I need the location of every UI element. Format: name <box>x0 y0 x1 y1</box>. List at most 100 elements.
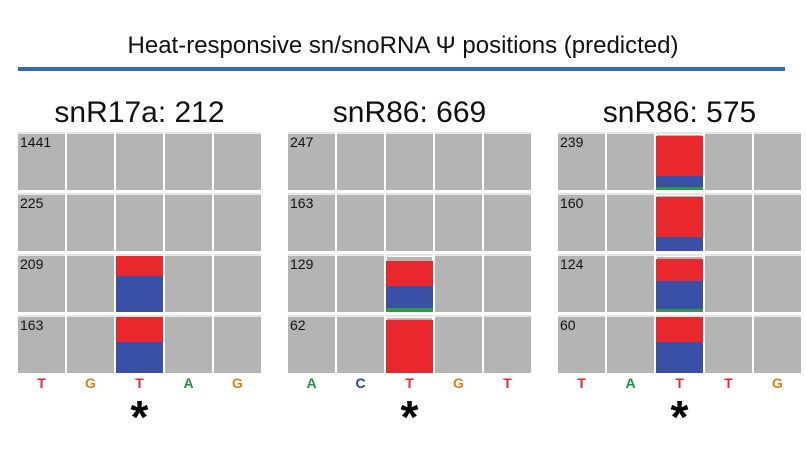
coverage-bar <box>337 315 384 373</box>
mismatch-c-segment <box>656 342 703 373</box>
panel-2: snR86: 669 247 163 129 62 A C T G T * <box>288 94 531 440</box>
reference-base: G <box>232 375 243 391</box>
coverage-bar <box>656 193 703 251</box>
reference-base: T <box>135 375 144 391</box>
mismatch-c-segment <box>656 281 703 309</box>
coverage-bar <box>607 193 654 251</box>
coverage-bar <box>386 315 433 373</box>
coverage-bar <box>754 193 801 251</box>
read-depth-label: 124 <box>560 256 584 272</box>
coverage-bar <box>214 315 261 373</box>
coverage-bar <box>705 254 752 312</box>
coverage-bar <box>67 132 114 190</box>
coverage-bar <box>386 254 433 312</box>
sample-row: 163 <box>288 193 531 251</box>
panel-3: snR86: 575 239 160 124 60 T A T T G * <box>558 94 801 440</box>
coverage-bar <box>558 132 605 190</box>
coverage-bar <box>337 254 384 312</box>
sample-row: 247 <box>288 132 531 190</box>
reference-base: T <box>675 375 684 391</box>
coverage-bar <box>705 193 752 251</box>
reference-base: A <box>306 375 317 391</box>
coverage-bar <box>705 132 752 190</box>
coverage-bar <box>288 132 335 190</box>
mismatch-t-segment <box>656 136 703 176</box>
coverage-bar <box>386 132 433 190</box>
coverage-bar <box>18 193 65 251</box>
coverage-bar <box>67 193 114 251</box>
coverage-bar <box>18 132 65 190</box>
coverage-bar <box>386 193 433 251</box>
coverage-bar <box>67 315 114 373</box>
mismatch-t-segment <box>386 261 433 286</box>
reference-base: C <box>355 375 366 391</box>
coverage-bar <box>165 193 212 251</box>
sample-row: 1441 <box>18 132 261 190</box>
coverage-bar <box>656 315 703 373</box>
coverage-bar <box>165 315 212 373</box>
title-divider <box>18 67 785 71</box>
pseudouridine-site-marker: * <box>670 391 689 443</box>
coverage-bar <box>656 132 703 190</box>
coverage-bar <box>435 254 482 312</box>
mismatch-t-segment <box>656 197 703 237</box>
sample-row: 239 <box>558 132 801 190</box>
coverage-bar <box>607 254 654 312</box>
panel-1: snR17a: 212 1441 225 209 163 T G T A G * <box>18 94 261 440</box>
coverage-bar <box>18 315 65 373</box>
coverage-bar <box>558 315 605 373</box>
coverage-bar <box>288 193 335 251</box>
figure-title: Heat-responsive sn/snoRNA Ψ positions (p… <box>127 32 679 59</box>
read-depth-label: 247 <box>290 134 314 150</box>
pseudouridine-site-marker: * <box>400 391 419 443</box>
mismatch-t-segment <box>116 256 163 276</box>
mismatch-c-segment <box>656 237 703 251</box>
mismatch-t-segment <box>656 259 703 281</box>
mismatch-g-segment <box>656 187 703 190</box>
reference-base: T <box>577 375 586 391</box>
mismatch-c-segment <box>116 342 163 373</box>
mismatch-c-segment <box>116 276 163 312</box>
reference-base: T <box>37 375 46 391</box>
coverage-bar <box>116 193 163 251</box>
panel-title: snR17a: 212 <box>54 96 225 129</box>
coverage-bar <box>116 254 163 312</box>
sample-row: 60 <box>558 315 801 373</box>
coverage-bar <box>607 132 654 190</box>
coverage-bar <box>656 254 703 312</box>
reference-base: G <box>453 375 464 391</box>
mismatch-t-segment <box>386 320 433 373</box>
coverage-bar <box>484 132 531 190</box>
read-depth-label: 225 <box>20 195 44 211</box>
read-depth-label: 62 <box>290 317 306 333</box>
mismatch-t-segment <box>656 317 703 342</box>
reference-base: G <box>772 375 783 391</box>
coverage-bar <box>607 315 654 373</box>
coverage-bar <box>484 193 531 251</box>
coverage-bar <box>337 132 384 190</box>
coverage-bar <box>558 193 605 251</box>
reference-base: G <box>85 375 96 391</box>
coverage-bar <box>754 132 801 190</box>
sample-row: 124 <box>558 254 801 312</box>
coverage-bar <box>18 254 65 312</box>
reference-base: A <box>625 375 636 391</box>
coverage-bar <box>165 132 212 190</box>
coverage-bar <box>435 315 482 373</box>
coverage-bar <box>116 315 163 373</box>
sample-row: 225 <box>18 193 261 251</box>
mismatch-c-segment <box>386 286 433 308</box>
coverage-bar <box>435 193 482 251</box>
sample-row: 129 <box>288 254 531 312</box>
read-depth-label: 209 <box>20 256 44 272</box>
read-depth-label: 239 <box>560 134 584 150</box>
sample-row: 209 <box>18 254 261 312</box>
read-depth-label: 160 <box>560 195 584 211</box>
coverage-bar <box>214 132 261 190</box>
mismatch-t-segment <box>116 317 163 342</box>
coverage-bar <box>754 254 801 312</box>
read-depth-label: 1441 <box>20 134 52 150</box>
coverage-bar <box>435 132 482 190</box>
